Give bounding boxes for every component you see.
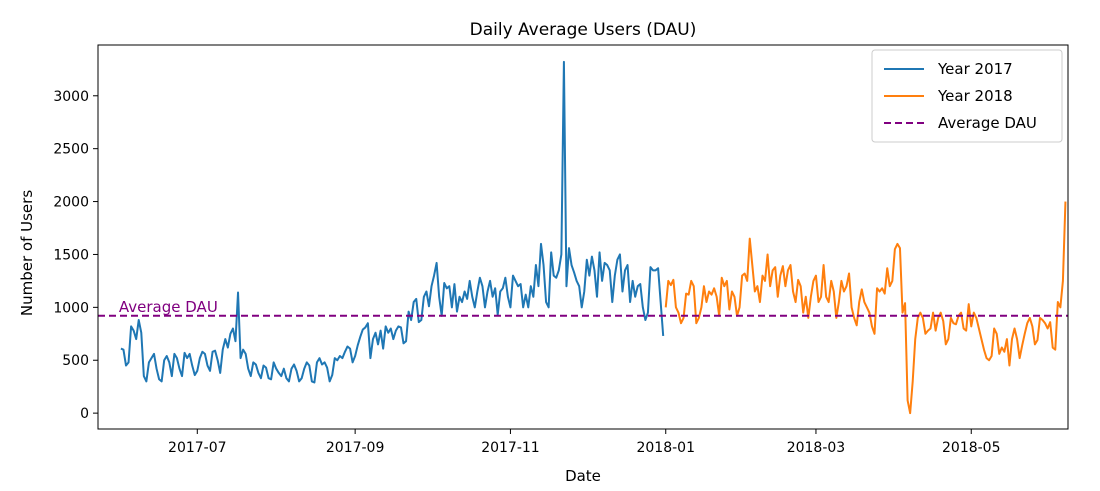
x-axis-label: Date xyxy=(565,467,601,485)
y-tick-label: 500 xyxy=(62,353,89,369)
annotation-average-dau: Average DAU xyxy=(119,298,218,316)
plot-frame xyxy=(97,44,1069,430)
legend-label-year-2017: Year 2017 xyxy=(937,60,1013,78)
y-tick-label: 0 xyxy=(80,406,89,422)
y-axis-label: Number of Users xyxy=(18,190,36,316)
chart-title: Daily Average Users (DAU) xyxy=(470,20,697,40)
y-axis: 0 500 1000 1500 2000 2500 3000 xyxy=(53,89,98,422)
x-tick-label: 2017-09 xyxy=(326,440,385,456)
x-axis: 2017-07 2017-09 2017-11 2018-01 2018-03 2018-… xyxy=(168,429,1001,456)
x-tick-label: 2017-11 xyxy=(481,440,540,456)
x-tick-label: 2018-05 xyxy=(942,440,1001,456)
legend-label-year-2018: Year 2018 xyxy=(937,87,1013,105)
y-tick-label: 1000 xyxy=(53,300,89,316)
series-line-year-2018 xyxy=(664,201,1067,415)
x-tick-label: 2017-07 xyxy=(168,440,227,456)
y-tick-label: 1500 xyxy=(53,247,89,263)
series-line-year-2017 xyxy=(120,60,665,384)
y-tick-label: 2000 xyxy=(53,195,89,211)
y-tick-label: 2500 xyxy=(53,142,89,158)
plot-content: Average DAU xyxy=(98,60,1068,415)
x-tick-label: 2018-01 xyxy=(636,440,695,456)
y-tick-label: 3000 xyxy=(53,89,89,105)
legend-box xyxy=(871,49,1063,143)
x-tick-label: 2018-03 xyxy=(787,440,846,456)
legend-label-average-dau: Average DAU xyxy=(938,114,1037,132)
legend: Year 2017 Year 2018 Average DAU xyxy=(871,49,1063,143)
